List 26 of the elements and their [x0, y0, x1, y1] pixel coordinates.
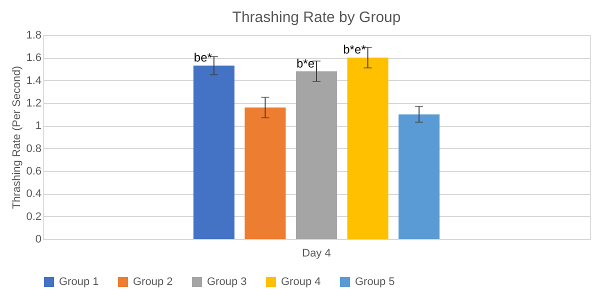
chart-title: Thrashing Rate by Group: [232, 9, 401, 26]
legend-label: Group 1: [59, 276, 99, 288]
y-tick-label: 1.2: [26, 98, 42, 110]
y-tick-label: 0.2: [26, 210, 42, 223]
y-tick-label: 1.8: [26, 30, 42, 42]
y-tick-label: 0.6: [26, 166, 42, 178]
x-tick-label: Day 4: [302, 248, 331, 260]
legend-label: Group 3: [207, 276, 247, 288]
y-tick-label: 1: [35, 120, 42, 132]
data-label: be*: [194, 50, 212, 65]
y-axis-title: Thrashing Rate (Per Second): [11, 66, 24, 210]
data-label: b*e: [296, 56, 315, 70]
data-label: b*e*: [343, 42, 366, 57]
bar: [193, 66, 234, 239]
y-tick-label: 1.4: [26, 74, 42, 87]
y-tick-label: 1.6: [26, 52, 42, 64]
legend-label: Group 4: [281, 276, 321, 288]
bar: [398, 114, 440, 239]
legend-label: Group 2: [133, 276, 173, 288]
y-tick-label: 0.4: [26, 188, 42, 200]
y-tick-label: 0.8: [26, 142, 42, 155]
bar: [296, 71, 338, 239]
bar: [347, 58, 388, 239]
legend-label: Group 5: [355, 276, 395, 288]
y-tick-label: 0: [35, 234, 42, 246]
bar: [244, 108, 286, 239]
